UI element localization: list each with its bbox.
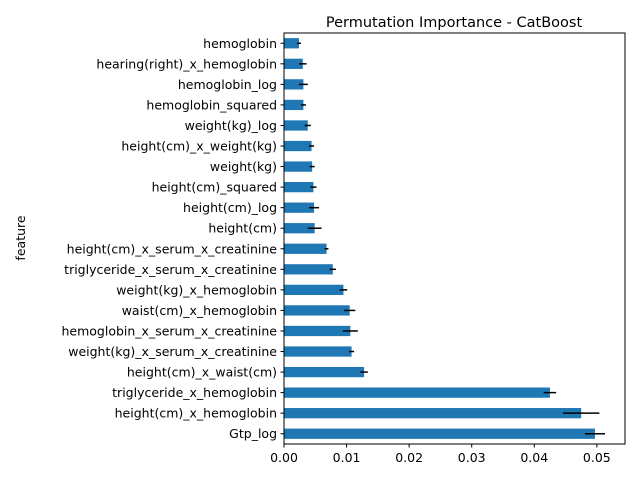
- y-tick-label: weight(kg)_log: [185, 118, 277, 133]
- bar-12: [284, 181, 314, 193]
- y-ticks-group: Gtp_log height(cm)_x_hemoglobin triglyceri…: [61, 36, 284, 441]
- y-tick-label: height(cm)_squared: [152, 180, 277, 195]
- bar-1: [284, 408, 582, 419]
- bar-6: [284, 305, 350, 316]
- bar-15: [284, 120, 308, 131]
- y-tick-label: height(cm)_x_hemoglobin: [115, 406, 277, 421]
- x-tick-label: 0.05: [583, 450, 611, 465]
- y-tick-label: hearing(right)_x_hemoglobin: [96, 56, 277, 71]
- y-tick-label: weight(kg)_x_serum_x_creatinine: [68, 344, 277, 359]
- y-tick-label: height(cm)_x_weight(kg): [121, 139, 277, 154]
- bar-5: [284, 325, 351, 337]
- y-tick-label: hemoglobin_log: [178, 77, 277, 92]
- x-tick-label: 0.00: [270, 450, 298, 465]
- bar-3: [284, 366, 365, 378]
- y-axis-label: feature: [13, 215, 28, 260]
- x-tick-label: 0.01: [333, 450, 361, 465]
- bar-9: [284, 243, 327, 254]
- y-tick-label: hemoglobin_x_serum_x_creatinine: [61, 323, 277, 338]
- x-tick-label: 0.04: [520, 450, 548, 465]
- y-tick-label: weight(kg): [210, 159, 277, 174]
- y-tick-label: height(cm)_x_serum_x_creatinine: [67, 241, 278, 256]
- y-tick-label: height(cm): [208, 221, 277, 236]
- bar-0: [284, 428, 595, 439]
- y-tick-label: Gtp_log: [229, 426, 277, 441]
- x-tick-label: 0.02: [395, 450, 423, 465]
- chart-title: Permutation Importance - CatBoost: [326, 15, 583, 31]
- y-tick-label: triglyceride_x_hemoglobin: [112, 385, 277, 400]
- y-tick-label: triglyceride_x_serum_x_creatinine: [64, 262, 277, 277]
- bar-4: [284, 346, 352, 357]
- bar-2: [284, 387, 550, 398]
- error-bars-group: [297, 42, 605, 435]
- bar-16: [284, 99, 304, 111]
- bar-11: [284, 202, 315, 213]
- y-tick-label: weight(kg)_x_hemoglobin: [116, 282, 277, 297]
- y-tick-label: hemoglobin: [203, 36, 277, 51]
- y-tick-label: hemoglobin_squared: [146, 97, 277, 112]
- x-ticks-group: 0.00 0.01 0.02 0.03 0.04 0.05: [270, 444, 611, 465]
- x-tick-label: 0.03: [458, 450, 486, 465]
- bars-group: [284, 38, 595, 439]
- bar-19: [284, 38, 300, 49]
- bar-10: [284, 223, 315, 234]
- y-tick-label: height(cm)_x_waist(cm): [127, 365, 277, 380]
- bar-8: [284, 264, 333, 275]
- y-tick-label: height(cm)_log: [183, 200, 277, 215]
- bar-17: [284, 79, 304, 90]
- bar-14: [284, 140, 312, 152]
- bar-13: [284, 161, 313, 172]
- y-tick-label: waist(cm)_x_hemoglobin: [122, 303, 277, 318]
- plot-frame: [283, 32, 626, 445]
- bar-18: [284, 58, 303, 69]
- bar-7: [284, 284, 344, 296]
